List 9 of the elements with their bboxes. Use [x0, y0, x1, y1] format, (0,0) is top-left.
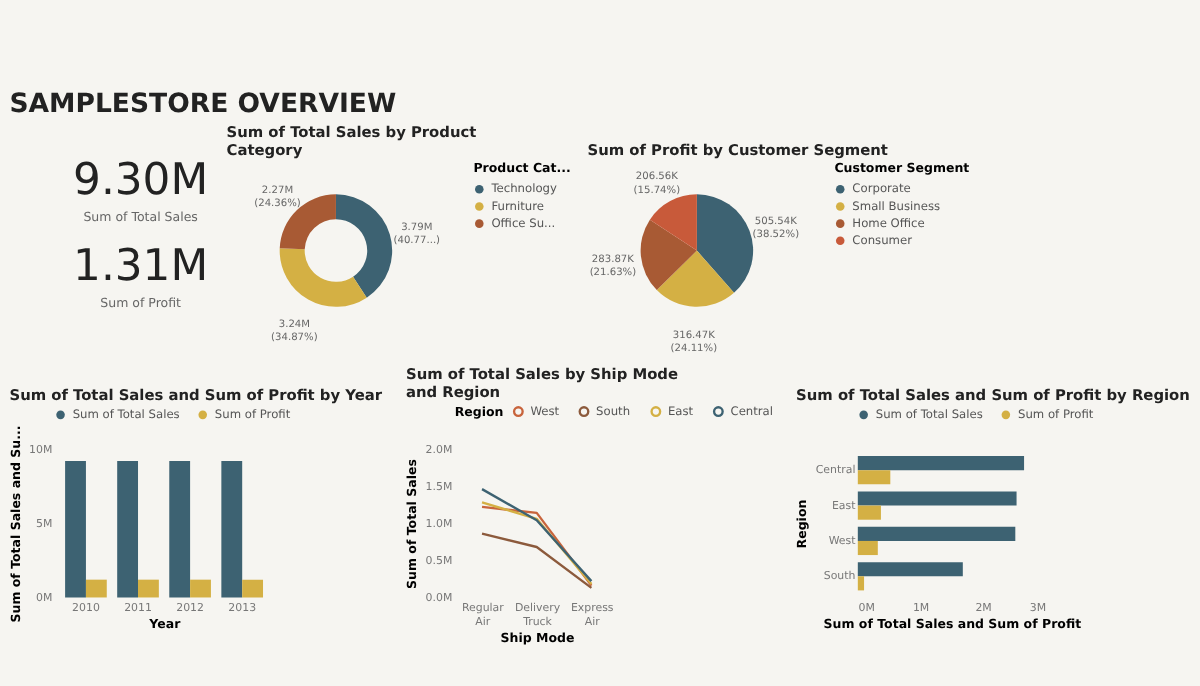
pie-slice [656, 250, 735, 307]
text: 9.30M [73, 156, 209, 207]
pie-slice [640, 219, 697, 291]
text: 1.31M [73, 242, 209, 293]
donut-slice [335, 194, 393, 298]
donut-slice [279, 248, 367, 307]
text: SAMPLESTORE OVERVIEW [9, 89, 397, 120]
pie-slice [696, 194, 754, 293]
pie-slice [649, 194, 697, 251]
